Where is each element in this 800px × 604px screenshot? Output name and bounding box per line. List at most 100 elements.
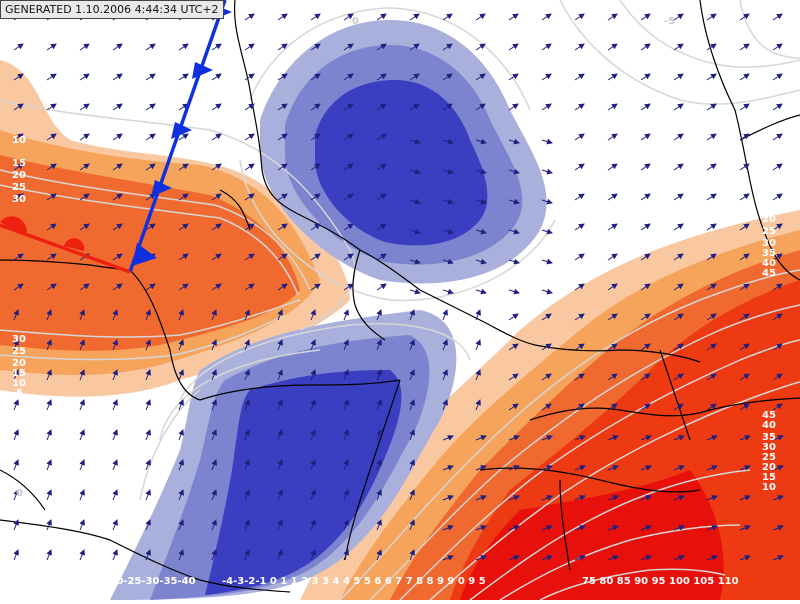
wind-arrow	[409, 73, 420, 81]
isoline-labels: 10 15 20 25 30 30 25 20 15 10 5 20 25 30…	[12, 16, 776, 499]
wind-arrow	[640, 103, 651, 111]
wind-arrow	[244, 133, 255, 141]
label-west-upper-0: 10	[12, 135, 26, 146]
wind-arrow	[343, 429, 349, 441]
label-west-upper-2: 20	[12, 170, 26, 181]
wind-arrow	[46, 223, 57, 231]
wind-arrow	[541, 555, 553, 561]
wind-arrow	[310, 73, 321, 81]
wind-arrow	[178, 489, 184, 501]
wind-arrows	[13, 13, 784, 561]
wind-arrow	[739, 193, 750, 201]
wind-arrow	[310, 163, 321, 171]
label-west-upper-1: 15	[12, 158, 26, 169]
wind-arrow	[376, 163, 387, 171]
wind-arrow	[772, 43, 783, 51]
wind-arrow	[409, 103, 420, 111]
wind-arrow	[442, 103, 453, 111]
wind-arrow	[409, 339, 415, 351]
wind-arrow	[244, 253, 255, 261]
wind-arrow	[574, 163, 585, 171]
wind-arrow	[343, 399, 349, 411]
wind-arrow	[310, 133, 321, 141]
wind-arrow	[508, 403, 519, 411]
wind-arrow	[112, 339, 118, 351]
wind-arrow	[343, 339, 349, 351]
wind-arrow	[640, 313, 651, 321]
wind-arrow	[772, 555, 784, 561]
label-east-lower-0: 45	[762, 410, 776, 421]
wind-arrow	[409, 138, 421, 145]
wind-arrow	[574, 73, 585, 81]
wind-arrow	[145, 549, 151, 561]
wind-arrow	[640, 465, 652, 471]
wind-arrow	[145, 73, 156, 81]
wind-arrow	[145, 133, 156, 141]
wind-arrow	[706, 163, 717, 171]
wind-arrow	[607, 465, 619, 471]
wind-arrow	[310, 223, 321, 231]
wind-arrow	[607, 343, 618, 351]
wind-arrow	[772, 133, 783, 141]
wind-arrow	[706, 343, 717, 351]
wind-arrow	[46, 429, 52, 441]
wind-arrow	[79, 193, 90, 201]
wind-arrow	[541, 313, 552, 321]
wind-arrow	[706, 555, 718, 561]
wind-arrow	[145, 459, 151, 471]
wind-arrow	[211, 519, 217, 531]
bottom-strip-right: 75 80 85 90 95 100 105 110	[582, 576, 739, 587]
wind-arrow	[442, 309, 448, 321]
wind-arrow	[13, 369, 19, 381]
wind-arrow	[343, 133, 354, 141]
wind-arrow	[508, 288, 520, 295]
wind-arrow	[475, 138, 487, 145]
wind-arrow	[706, 313, 717, 321]
wind-arrow	[475, 228, 487, 235]
wind-arrow	[640, 435, 652, 441]
wind-arrow	[376, 103, 387, 111]
wind-arrow	[442, 198, 454, 205]
wind-arrow	[244, 309, 250, 321]
wind-arrow	[772, 403, 783, 411]
wind-arrow	[145, 163, 156, 171]
wind-arrow	[640, 223, 651, 231]
wind-arrow	[574, 283, 585, 291]
wind-arrow	[541, 228, 553, 235]
wind-arrow	[79, 163, 90, 171]
wind-arrow	[343, 459, 349, 471]
wind-arrow	[739, 373, 750, 381]
wind-arrow	[310, 519, 316, 531]
wind-arrow	[310, 43, 321, 51]
wind-arrow	[178, 309, 184, 321]
bottom-strip-left: -5-10-15-20-25-30-35-40	[58, 576, 196, 587]
label-west-lower-1: 25	[12, 346, 26, 357]
wind-arrow	[244, 73, 255, 81]
wind-arrow	[13, 253, 24, 261]
label-east-upper-0: 20	[762, 214, 776, 225]
wind-arrow	[541, 403, 552, 411]
wind-arrow	[178, 163, 189, 171]
wind-arrow	[706, 465, 718, 471]
wind-arrow	[640, 193, 651, 201]
wind-arrow	[442, 168, 454, 175]
wind-arrow	[541, 525, 553, 531]
wind-arrow	[112, 399, 118, 411]
wind-arrow	[112, 73, 123, 81]
wind-arrow	[739, 133, 750, 141]
wind-arrow	[13, 459, 19, 471]
wind-arrow	[178, 193, 189, 201]
wind-arrow	[13, 549, 19, 561]
wind-arrow	[574, 133, 585, 141]
wind-arrow	[607, 435, 619, 441]
wind-arrow	[772, 435, 784, 441]
wind-arrow	[508, 313, 519, 321]
wind-arrow	[442, 495, 454, 501]
wind-arrow	[13, 489, 19, 501]
wind-arrow	[475, 13, 486, 21]
wind-arrow	[541, 258, 553, 265]
wind-arrow	[178, 519, 184, 531]
wind-arrow	[145, 223, 156, 231]
wind-arrow	[673, 403, 684, 411]
